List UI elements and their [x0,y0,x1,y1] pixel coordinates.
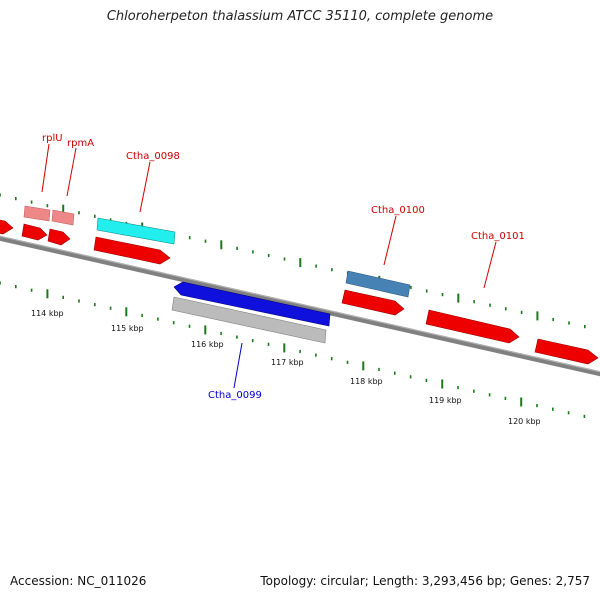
scale-label-115: 115 kbp [111,324,144,333]
map-title: Chloroherpeton thalassium ATCC 35110, co… [106,9,494,24]
ctha-0101-label-line [483,241,497,289]
cds-arrow-right-partial[interactable] [534,338,599,365]
genome-summary-text: Topology: circular; Length: 3,293,456 bp… [260,574,590,588]
inner-tick-ring [0,281,586,418]
gene-label-ctha-0101[interactable]: Ctha_0101 [471,231,525,242]
gene-label-ctha-0099[interactable]: Ctha_0099 [208,390,262,401]
ctha-0101-cds-arrow[interactable] [425,309,520,344]
scale-label-119: 119 kbp [429,396,462,405]
ctha-0099-gray-feature[interactable] [171,296,327,344]
ctha-0099-label-line [233,342,243,389]
rplU-cds-arrow[interactable] [21,223,48,241]
rpmA-rna-feature[interactable] [51,209,75,226]
ctha-0100-steelblue-feature[interactable] [345,270,411,298]
scale-label-117: 117 kbp [271,358,304,367]
cds-arrow-left-partial[interactable] [0,218,14,235]
ctha-0100-label-line [383,215,397,266]
ctha-0099-cds-arrow[interactable] [173,281,331,327]
scale-label-114: 114 kbp [31,309,64,318]
genome-backbone [0,235,600,377]
backbone-highlight [0,235,600,373]
ctha-0100-cds-arrow[interactable] [341,289,405,316]
ctha-0098-cds-arrow[interactable] [93,236,171,265]
rpmA-cds-arrow[interactable] [47,228,71,246]
gene-label-rplU[interactable]: rplU [42,133,63,144]
gene-label-ctha-0100[interactable]: Ctha_0100 [371,205,425,216]
rpmA-label-line [66,147,77,197]
scale-label-116: 116 kbp [191,340,224,349]
gene-label-ctha-0098[interactable]: Ctha_0098 [126,151,180,162]
rplU-label-line [41,143,50,193]
scale-label-118: 118 kbp [350,377,383,386]
rplU-rna-feature[interactable] [23,205,51,222]
ctha-0098-cyan-feature[interactable] [96,217,176,245]
gene-label-rpmA[interactable]: rpmA [67,138,94,149]
scale-label-120: 120 kbp [508,417,541,426]
ctha-0098-label-line [139,161,151,213]
accession-text: Accession: NC_011026 [10,574,147,588]
